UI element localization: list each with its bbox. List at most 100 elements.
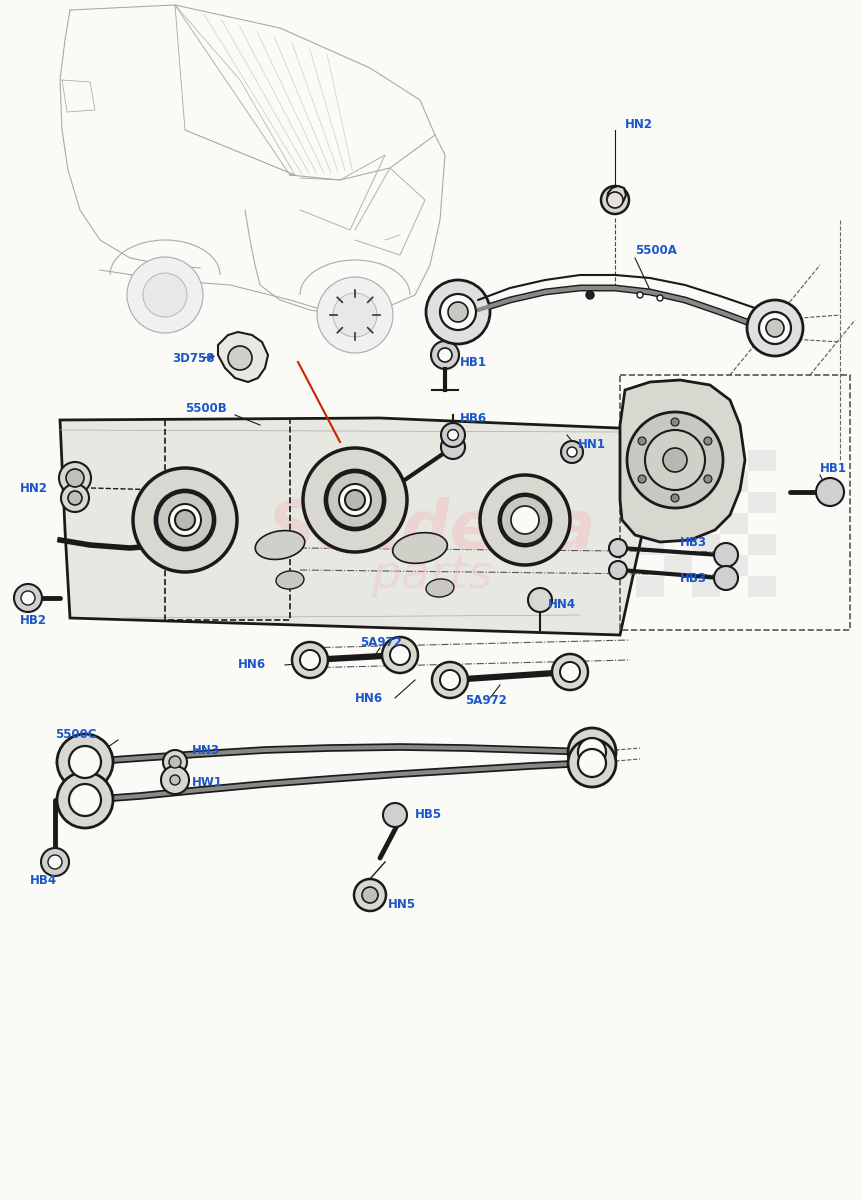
- Text: 5A972: 5A972: [465, 694, 507, 707]
- Polygon shape: [620, 380, 745, 542]
- Circle shape: [48, 854, 62, 869]
- Bar: [748, 534, 776, 554]
- Bar: [748, 450, 776, 470]
- Text: 3D758: 3D758: [172, 352, 215, 365]
- Bar: [664, 514, 692, 534]
- Circle shape: [671, 418, 679, 426]
- Polygon shape: [60, 418, 665, 635]
- Circle shape: [704, 475, 712, 482]
- Text: HB5: HB5: [415, 809, 442, 822]
- Circle shape: [143, 272, 187, 317]
- Circle shape: [567, 448, 577, 457]
- Circle shape: [163, 750, 187, 774]
- Circle shape: [431, 341, 459, 370]
- Text: 5500A: 5500A: [635, 244, 677, 257]
- Circle shape: [645, 430, 705, 490]
- Circle shape: [169, 756, 181, 768]
- Bar: [664, 554, 692, 576]
- Text: HN3: HN3: [192, 744, 220, 756]
- Ellipse shape: [440, 294, 476, 330]
- Ellipse shape: [57, 772, 113, 828]
- Ellipse shape: [426, 578, 454, 598]
- Ellipse shape: [578, 738, 606, 766]
- Ellipse shape: [57, 734, 113, 790]
- Text: HN6: HN6: [355, 691, 383, 704]
- Circle shape: [127, 257, 203, 332]
- Circle shape: [354, 878, 386, 911]
- Circle shape: [671, 494, 679, 502]
- Text: HB2: HB2: [20, 613, 47, 626]
- Circle shape: [657, 295, 663, 301]
- Bar: [720, 514, 748, 534]
- Circle shape: [561, 440, 583, 463]
- Circle shape: [714, 566, 738, 590]
- Circle shape: [609, 539, 627, 557]
- Ellipse shape: [480, 475, 570, 565]
- Ellipse shape: [390, 646, 410, 665]
- Circle shape: [345, 490, 365, 510]
- Text: HN4: HN4: [548, 599, 576, 612]
- Circle shape: [441, 422, 465, 446]
- Bar: [636, 576, 664, 596]
- Ellipse shape: [568, 728, 616, 776]
- Circle shape: [61, 484, 89, 512]
- Bar: [580, 492, 608, 514]
- Bar: [692, 534, 720, 554]
- Ellipse shape: [747, 300, 803, 356]
- Bar: [608, 554, 636, 576]
- Circle shape: [317, 277, 393, 353]
- Circle shape: [704, 437, 712, 445]
- Text: HN5: HN5: [388, 899, 416, 912]
- Circle shape: [438, 348, 452, 362]
- Bar: [608, 514, 636, 534]
- Polygon shape: [607, 186, 626, 206]
- Bar: [636, 492, 664, 514]
- Ellipse shape: [69, 746, 101, 778]
- Circle shape: [766, 319, 784, 337]
- Text: HN1: HN1: [578, 438, 606, 451]
- Bar: [692, 576, 720, 596]
- Bar: [580, 450, 608, 470]
- Text: HB3: HB3: [680, 535, 707, 548]
- Circle shape: [441, 434, 465, 458]
- Ellipse shape: [511, 506, 539, 534]
- Text: 5500B: 5500B: [185, 402, 227, 414]
- Text: HB3: HB3: [680, 571, 707, 584]
- Ellipse shape: [169, 504, 201, 536]
- Ellipse shape: [552, 654, 588, 690]
- Bar: [636, 534, 664, 554]
- Ellipse shape: [133, 468, 237, 572]
- Text: HN2: HN2: [20, 481, 48, 494]
- Ellipse shape: [276, 571, 304, 589]
- Ellipse shape: [501, 496, 549, 544]
- Ellipse shape: [440, 670, 460, 690]
- Circle shape: [607, 192, 623, 208]
- Circle shape: [68, 491, 82, 505]
- Bar: [748, 492, 776, 514]
- Bar: [608, 470, 636, 492]
- Text: HB4: HB4: [30, 874, 57, 887]
- Bar: [620, 374, 850, 630]
- Circle shape: [528, 588, 552, 612]
- Bar: [580, 576, 608, 596]
- Circle shape: [333, 293, 377, 337]
- Text: HB1: HB1: [460, 356, 487, 370]
- Circle shape: [714, 542, 738, 566]
- Circle shape: [161, 766, 189, 794]
- Ellipse shape: [578, 749, 606, 778]
- Bar: [692, 492, 720, 514]
- Circle shape: [41, 848, 69, 876]
- Circle shape: [448, 302, 468, 322]
- Ellipse shape: [568, 739, 616, 787]
- Ellipse shape: [382, 637, 418, 673]
- Ellipse shape: [499, 494, 551, 546]
- Bar: [580, 534, 608, 554]
- Ellipse shape: [560, 662, 580, 682]
- Circle shape: [586, 290, 594, 299]
- Ellipse shape: [155, 490, 215, 550]
- Circle shape: [59, 462, 91, 494]
- Ellipse shape: [393, 533, 447, 563]
- Text: parts: parts: [371, 552, 493, 598]
- Ellipse shape: [157, 492, 213, 548]
- Ellipse shape: [339, 484, 371, 516]
